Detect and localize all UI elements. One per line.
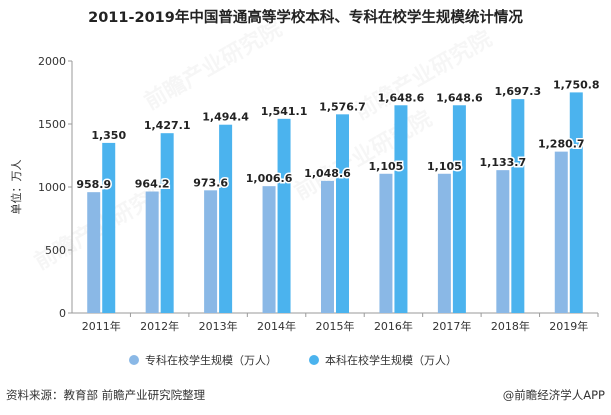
legend-label: 本科在校学生规模（万人） — [325, 353, 457, 367]
data-label: 1,494.4 — [202, 111, 249, 124]
bar-benke — [452, 105, 466, 313]
legend: 专科在校学生规模（万人） 本科在校学生规模（万人） — [129, 353, 457, 367]
x-tick-label: 2015年 — [316, 319, 355, 333]
data-label: 1,105 — [369, 160, 404, 173]
legend-label: 专科在校学生规模（万人） — [145, 353, 277, 367]
y-tick-label: 1000 — [38, 181, 66, 194]
data-label: 1,006.6 — [246, 172, 293, 185]
data-label: 964.2 — [135, 178, 170, 191]
bar-benke — [277, 118, 291, 313]
bars-layer — [87, 92, 583, 313]
bar-benke — [160, 133, 174, 313]
data-label: 1,750.8 — [553, 78, 600, 91]
bar-benke — [569, 92, 583, 313]
brand-credit: @前瞻经济学人APP — [502, 388, 605, 402]
watermark: 前瞻产业研究院 — [140, 16, 286, 116]
y-axis-title: 单位：万人 — [9, 160, 23, 215]
x-tick-label: 2019年 — [549, 319, 588, 333]
bar-zhuanke — [321, 180, 334, 313]
y-tick-label: 2000 — [38, 55, 66, 68]
bar-zhuanke — [145, 191, 159, 313]
data-label: 1,541.1 — [261, 105, 308, 118]
x-tick-label: 2012年 — [140, 319, 179, 333]
x-tick-label: 2011年 — [82, 319, 121, 333]
bar-zhuanke — [437, 173, 451, 313]
data-label: 1,648.6 — [378, 91, 425, 104]
bar-zhuanke — [379, 173, 393, 313]
chart-title: 2011-2019年中国普通高等学校本科、专科在校学生规模统计情况 — [88, 10, 523, 26]
data-label: 973.6 — [193, 176, 228, 189]
bar-zhuanke — [262, 186, 276, 313]
data-label: 1,697.3 — [495, 85, 542, 98]
bar-zhuanke — [496, 170, 510, 313]
legend-swatch — [129, 355, 139, 365]
y-tick-label: 0 — [59, 307, 66, 320]
data-label: 1,280.7 — [538, 138, 585, 151]
bar-zhuanke — [87, 192, 101, 313]
labels-layer: 958.9 1,350 964.2 1,427.1 973.6 1,494.4 1,006.… — [75, 77, 601, 193]
bar-zhuanke — [204, 190, 218, 313]
legend-swatch — [309, 355, 319, 365]
x-tick-label: 2018年 — [491, 319, 530, 333]
data-label: 1,648.6 — [436, 91, 483, 104]
data-label: 958.9 — [76, 178, 111, 191]
bar-zhuanke — [554, 151, 568, 313]
bar-benke — [219, 124, 233, 313]
data-label: 1,576.7 — [319, 100, 366, 113]
data-label: 1,133.7 — [480, 156, 527, 169]
bar-benke — [394, 105, 408, 313]
y-tick-label: 1500 — [38, 118, 66, 131]
data-label: 1,105 — [427, 160, 462, 173]
x-tick-label: 2017年 — [432, 319, 471, 333]
data-label: 1,427.1 — [144, 119, 191, 132]
y-tick-label: 500 — [45, 244, 66, 257]
axis-layer: 0 500 1000 1500 2000 单位：万人 2011年 2012年 2013年 2014… — [9, 55, 599, 333]
data-label: 1,048.6 — [304, 167, 351, 180]
x-tick-label: 2013年 — [199, 319, 238, 333]
data-source-note: 资料来源：教育部 前瞻产业研究院整理 — [6, 388, 206, 402]
bar-benke — [102, 142, 116, 313]
data-label: 1,350 — [91, 129, 126, 142]
bar-benke — [511, 99, 525, 313]
x-tick-label: 2014年 — [257, 319, 296, 333]
bar-benke — [336, 114, 349, 313]
x-tick-label: 2016年 — [374, 319, 413, 333]
